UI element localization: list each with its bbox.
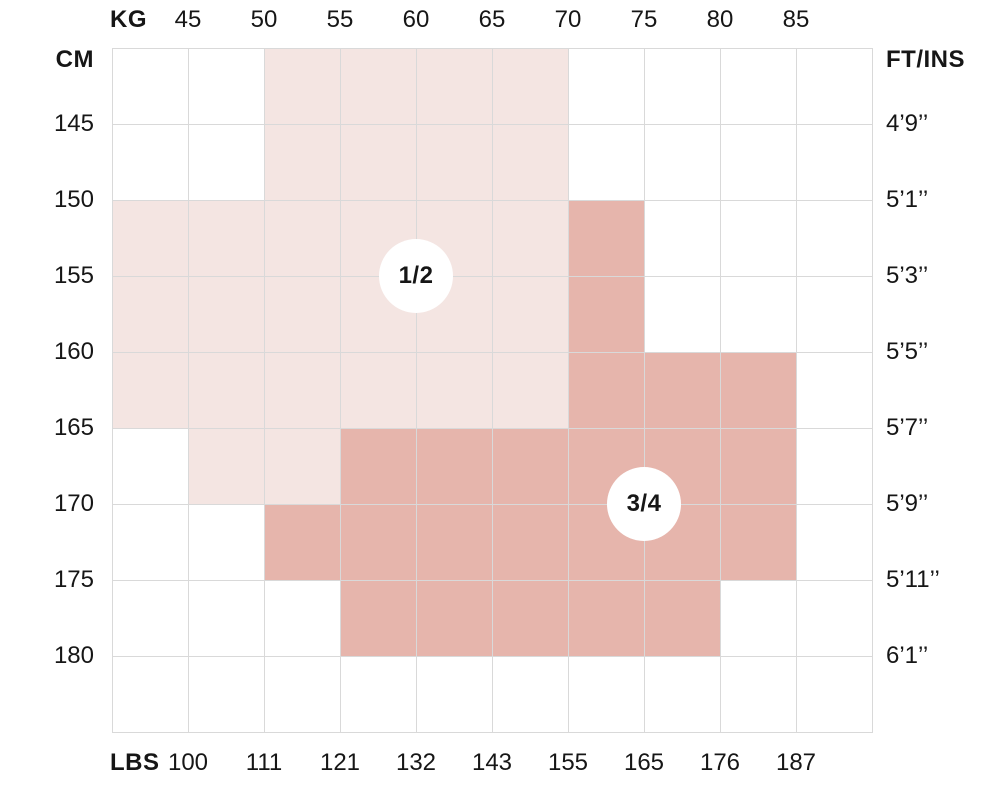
- cm-unit-label: CM: [55, 46, 94, 73]
- size-region-3-4: [568, 352, 796, 428]
- grid-line-horizontal: [112, 352, 873, 353]
- lbs-tick-165: 165: [623, 749, 665, 776]
- grid-line-horizontal: [112, 276, 873, 277]
- ftins-tick-5-5: 5’5’’: [886, 338, 929, 365]
- grid-line-vertical: [340, 48, 341, 733]
- ftins-tick-5-9: 5’9’’: [886, 490, 929, 517]
- grid-line-vertical: [416, 48, 417, 733]
- grid-line-horizontal: [112, 200, 873, 201]
- lbs-tick-176: 176: [699, 749, 741, 776]
- kg-tick-50: 50: [250, 6, 278, 33]
- lbs-tick-111: 111: [245, 749, 283, 776]
- grid-line-horizontal: [112, 428, 873, 429]
- lbs-tick-132: 132: [395, 749, 437, 776]
- kg-tick-75: 75: [630, 6, 658, 33]
- ftins-tick-5-7: 5’7’’: [886, 414, 929, 441]
- grid-line-vertical: [720, 48, 721, 733]
- ftins-unit-label: FT/INS: [886, 46, 965, 73]
- kg-tick-85: 85: [782, 6, 810, 33]
- lbs-tick-143: 143: [471, 749, 513, 776]
- size-region-3-4: [340, 580, 720, 656]
- grid-line-vertical: [492, 48, 493, 733]
- size-badge-1-2: 1/2: [379, 239, 453, 313]
- cm-tick-155: 155: [53, 262, 94, 289]
- grid-line-horizontal: [112, 732, 873, 733]
- ftins-tick-5-3: 5’3’’: [886, 262, 929, 289]
- ftins-tick-6-1: 6’1’’: [886, 642, 929, 669]
- grid-line-vertical: [568, 48, 569, 733]
- grid-line-vertical: [264, 48, 265, 733]
- cm-tick-180: 180: [53, 642, 94, 669]
- cm-tick-165: 165: [53, 414, 94, 441]
- lbs-unit-label: LBS: [110, 749, 160, 776]
- grid-line-horizontal: [112, 656, 873, 657]
- kg-tick-45: 45: [174, 6, 202, 33]
- kg-tick-55: 55: [326, 6, 354, 33]
- kg-unit-label: KG: [110, 6, 147, 33]
- lbs-tick-100: 100: [167, 749, 209, 776]
- cm-tick-175: 175: [53, 566, 94, 593]
- cm-tick-150: 150: [53, 186, 94, 213]
- grid-line-vertical: [796, 48, 797, 733]
- kg-tick-60: 60: [402, 6, 430, 33]
- size-badge-3-4: 3/4: [607, 467, 681, 541]
- grid-line-vertical: [188, 48, 189, 733]
- ftins-tick-4-9: 4’9’’: [886, 110, 929, 137]
- lbs-tick-187: 187: [775, 749, 817, 776]
- lbs-tick-121: 121: [319, 749, 361, 776]
- grid-line-horizontal: [112, 580, 873, 581]
- grid-line-horizontal: [112, 504, 873, 505]
- grid-line-horizontal: [112, 48, 873, 49]
- grid-line-vertical: [112, 48, 113, 733]
- kg-tick-80: 80: [706, 6, 734, 33]
- size-region-3-4: [264, 504, 796, 580]
- grid-line-vertical: [872, 48, 873, 733]
- grid-line-vertical: [644, 48, 645, 733]
- lbs-tick-155: 155: [547, 749, 589, 776]
- ftins-tick-5-1: 5’1’’: [886, 186, 929, 213]
- kg-tick-70: 70: [554, 6, 582, 33]
- grid-line-horizontal: [112, 124, 873, 125]
- kg-tick-65: 65: [478, 6, 506, 33]
- cm-tick-160: 160: [53, 338, 94, 365]
- cm-tick-145: 145: [53, 110, 94, 137]
- ftins-tick-5-11: 5’11’’: [886, 566, 940, 593]
- cm-tick-170: 170: [53, 490, 94, 517]
- size-grid: 1/2 3/4: [112, 48, 873, 733]
